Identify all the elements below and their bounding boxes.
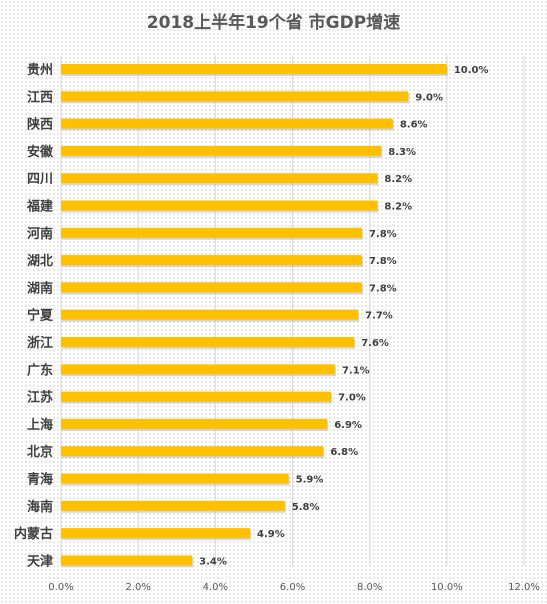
- value-label: 8.3%: [388, 147, 416, 158]
- category-label: 河南: [27, 226, 53, 242]
- bar: [61, 200, 378, 211]
- bar: [61, 309, 359, 320]
- category-label: 江苏: [27, 390, 53, 406]
- category-label: 四川: [27, 172, 53, 187]
- category-label: 湖南: [27, 280, 53, 296]
- category-label: 广东: [27, 362, 53, 378]
- category-label: 湖北: [27, 254, 53, 269]
- bar: [61, 500, 285, 511]
- category-label: 青海: [27, 472, 53, 488]
- x-tick-label: 12.0%: [508, 582, 540, 593]
- x-tick-label: 10.0%: [431, 582, 463, 593]
- category-label: 安徽: [27, 144, 54, 160]
- category-label: 陕西: [27, 117, 53, 133]
- value-label: 7.8%: [369, 256, 397, 267]
- bar: [61, 391, 332, 402]
- category-label: 贵州: [27, 62, 53, 78]
- category-label: 天津: [27, 553, 53, 569]
- bar: [61, 173, 378, 184]
- value-label: 3.4%: [199, 556, 227, 567]
- value-label: 8.6%: [400, 120, 428, 131]
- value-label: 5.9%: [296, 475, 324, 486]
- bar: [61, 227, 362, 238]
- category-label: 江西: [27, 89, 53, 105]
- bars: [61, 64, 448, 568]
- value-label: 4.9%: [257, 529, 285, 540]
- value-label: 7.8%: [369, 283, 397, 294]
- bar: [61, 64, 447, 74]
- value-label: 9.0%: [415, 92, 443, 103]
- value-label: 6.8%: [330, 447, 358, 458]
- bar: [61, 118, 393, 129]
- value-label: 7.6%: [361, 338, 389, 349]
- bar: [61, 473, 289, 484]
- value-label: 5.8%: [292, 502, 320, 513]
- labels: 0.0% 2.0% 4.0% 6.0% 8.0% 10.0% 12.0% 贵州 10.0% 江西 9…: [14, 62, 540, 593]
- bar: [61, 364, 335, 375]
- x-tick-label: 2.0%: [125, 582, 150, 593]
- bar: [61, 337, 355, 347]
- bar: [61, 446, 324, 457]
- bar: [61, 255, 362, 266]
- category-label: 福建: [26, 199, 53, 215]
- value-label: 8.2%: [384, 202, 412, 213]
- bar: [61, 91, 409, 102]
- category-label: 浙江: [27, 335, 53, 351]
- category-label: 海南: [27, 499, 53, 515]
- value-label: 7.1%: [342, 365, 370, 376]
- value-label: 6.9%: [334, 420, 362, 431]
- category-label: 上海: [27, 417, 53, 433]
- value-label: 7.8%: [369, 229, 397, 240]
- bar: [61, 418, 328, 429]
- value-label: 7.7%: [365, 311, 393, 322]
- bar: [61, 145, 382, 156]
- value-label: 7.0%: [338, 393, 366, 404]
- value-label: 10.0%: [454, 65, 489, 76]
- category-label: 北京: [27, 444, 53, 460]
- bar: [61, 528, 251, 539]
- category-label: 宁夏: [27, 308, 54, 324]
- bar: [61, 555, 193, 566]
- category-label: 内蒙古: [14, 526, 53, 542]
- x-tick-label: 6.0%: [280, 582, 305, 593]
- x-tick-label: 8.0%: [357, 582, 382, 593]
- x-tick-label: 0.0%: [48, 582, 73, 593]
- bar: [61, 282, 362, 293]
- value-label: 8.2%: [384, 174, 412, 185]
- chart-title: 2018上半年19个省 市GDP增速: [146, 13, 401, 33]
- x-tick-label: 4.0%: [203, 582, 228, 593]
